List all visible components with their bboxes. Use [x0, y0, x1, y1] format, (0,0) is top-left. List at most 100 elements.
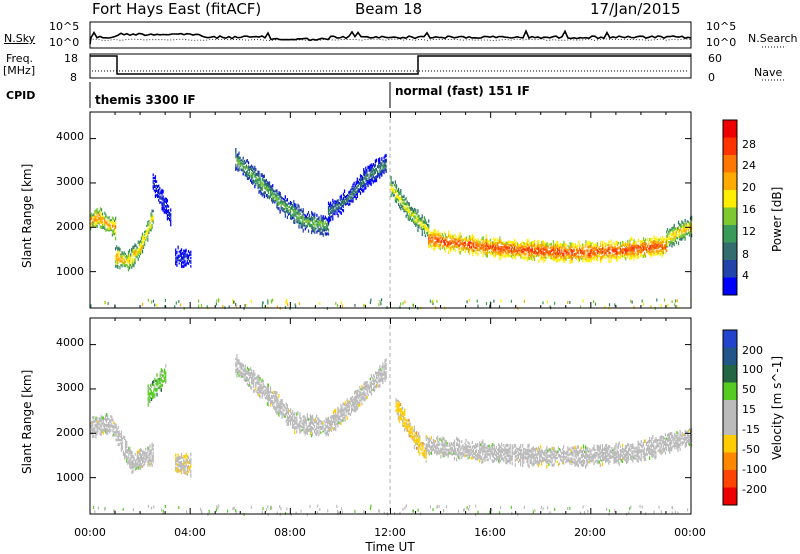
echo-cell [275, 199, 277, 203]
echo-cell [444, 442, 446, 446]
echo-cell [527, 455, 529, 460]
echo-cell [569, 255, 571, 259]
echo-cell [265, 194, 268, 197]
echo-cell [146, 232, 148, 235]
echo-cell [544, 252, 546, 256]
echo-cell [184, 255, 186, 259]
echo-cell [330, 210, 332, 215]
echo-cell [127, 449, 129, 453]
echo-cell [445, 244, 448, 248]
echo-cell [462, 244, 464, 247]
echo-cell [297, 219, 299, 224]
echo-cell [286, 207, 289, 212]
echo-cell [459, 232, 461, 236]
echo-cell [329, 420, 332, 423]
echo-cell [450, 249, 452, 253]
echo-cell [240, 161, 242, 164]
echo-cell [496, 458, 499, 461]
echo-cell [355, 181, 357, 185]
echo-cell [274, 199, 276, 202]
echo-cell [303, 213, 305, 216]
echo-cell [153, 393, 155, 397]
echo-cell [96, 416, 98, 421]
echo-cell [627, 239, 629, 243]
echo-cell [108, 422, 110, 425]
echo-cell [355, 389, 357, 394]
echo-cell [280, 207, 282, 210]
echo-cell [604, 241, 606, 245]
echo-cell [127, 260, 130, 264]
echo-cell [683, 224, 685, 228]
echo-cell [177, 467, 179, 472]
echo-cell [326, 227, 329, 231]
echo-cell [601, 248, 603, 252]
echo-cell [421, 225, 423, 229]
echo-cell [164, 209, 166, 212]
echo-cell [401, 406, 404, 411]
echo-cell [379, 174, 381, 179]
echo-cell [596, 251, 599, 255]
echo-cell [630, 256, 632, 261]
echo-cell [406, 211, 408, 214]
echo-cell [107, 428, 109, 432]
echo-cell [413, 214, 415, 218]
ground-scatter-cell [228, 305, 230, 309]
echo-cell [408, 205, 410, 210]
echo-cell [440, 455, 442, 459]
echo-cell [137, 240, 139, 244]
echo-cell [186, 259, 188, 262]
echo-cell [257, 183, 259, 188]
echo-cell [270, 189, 272, 193]
echo-cell [160, 197, 162, 200]
echo-cell [356, 189, 358, 194]
echo-cell [377, 175, 379, 178]
echo-cell [576, 249, 579, 252]
echo-cell [366, 384, 368, 388]
echo-cell [148, 228, 150, 231]
echo-cell [241, 164, 243, 167]
echo-cell [345, 198, 347, 201]
echo-cell [361, 384, 363, 388]
echo-cell [111, 423, 113, 426]
echo-cell [158, 386, 160, 389]
echo-cell [130, 461, 132, 465]
echo-cell [157, 386, 159, 389]
echo-cell [679, 235, 681, 239]
echo-cell [655, 249, 657, 254]
echo-cell [343, 201, 346, 205]
echo-cell [612, 248, 614, 252]
echo-cell [357, 394, 359, 399]
echo-cell [252, 372, 254, 376]
echo-cell [684, 221, 686, 226]
echo-cell [138, 452, 141, 456]
echo-cell [627, 249, 629, 253]
echo-cell [372, 168, 374, 172]
echo-cell [272, 195, 274, 199]
echo-cell [314, 418, 316, 422]
echo-cell [125, 254, 128, 257]
echo-cell [127, 461, 129, 465]
echo-cell [95, 423, 97, 428]
echo-cell [170, 213, 172, 217]
echo-cell [244, 379, 246, 382]
echo-cell [657, 238, 659, 241]
echo-cell [611, 242, 613, 246]
echo-cell [424, 456, 426, 459]
echo-cell [93, 221, 95, 224]
echo-cell [467, 451, 469, 454]
echo-cell [392, 194, 394, 197]
echo-cell [489, 455, 491, 458]
echo-cell [489, 448, 491, 451]
echo-cell [465, 453, 467, 458]
echo-cell [131, 464, 133, 469]
echo-cell [115, 423, 117, 427]
echo-cell [170, 208, 172, 212]
echo-cell [305, 224, 308, 228]
echo-cell [414, 439, 417, 442]
echo-cell [382, 380, 384, 384]
echo-cell [94, 431, 96, 434]
echo-cell [617, 255, 620, 259]
xtick-6: 00:00 [674, 526, 706, 539]
echo-cell [404, 198, 406, 201]
echo-cell [325, 223, 328, 227]
